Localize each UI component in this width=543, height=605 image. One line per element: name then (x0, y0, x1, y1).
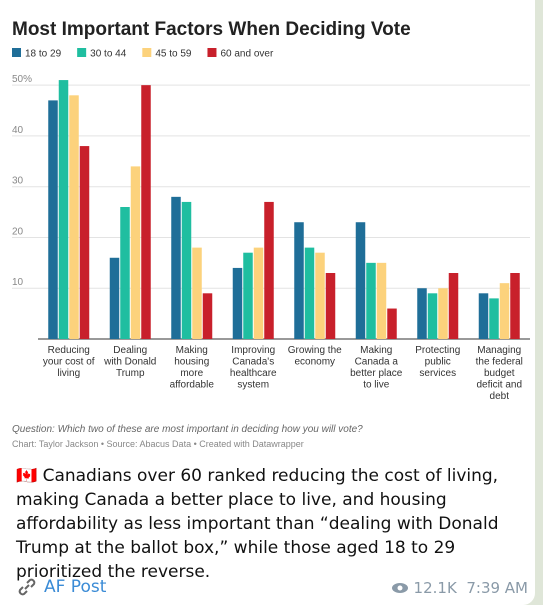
bar (376, 262, 387, 339)
bar (181, 201, 192, 339)
message-text: 🇨🇦 Canadians over 60 ranked reducing the… (16, 466, 499, 582)
post-footer: AF Post 12.1K 7:39 AM (16, 576, 528, 600)
bar (232, 267, 243, 339)
bar (489, 298, 499, 339)
legend-label: 60 and over (220, 49, 273, 60)
time: 7:39 AM (466, 579, 528, 597)
x-tick-label: Making Canada a better place to live (350, 345, 403, 391)
legend-swatch (207, 48, 217, 57)
bar (417, 288, 427, 339)
y-tick-label: 10 (12, 277, 24, 288)
bar (192, 247, 202, 339)
chart-credit: Chart: Taylor Jackson • Source: Abacus D… (12, 439, 304, 449)
link-icon (18, 578, 36, 596)
x-tick-label: Protecting public services (415, 345, 460, 379)
bar (243, 252, 253, 339)
bar (438, 288, 448, 339)
bar (315, 252, 325, 339)
bar (130, 166, 141, 339)
legend-swatch (142, 48, 152, 57)
post-meta: 12.1K 7:39 AM (391, 579, 528, 597)
y-tick-label: 30 (12, 176, 24, 187)
views: 12.1K (413, 579, 457, 597)
bar (510, 273, 520, 339)
bar (171, 196, 181, 339)
bar (48, 100, 58, 339)
x-tick-label: Improving Canada's healthcare system (230, 345, 277, 391)
bar (202, 293, 213, 339)
chart: Most Important Factors When Deciding Vot… (12, 19, 530, 449)
y-tick-label: 40 (12, 125, 24, 136)
bar (499, 283, 510, 339)
legend-label: 45 to 59 (155, 49, 192, 60)
chart-title: Most Important Factors When Deciding Vot… (12, 19, 411, 40)
bar (355, 222, 366, 339)
bar (427, 293, 438, 339)
bar (79, 146, 90, 339)
bar (109, 257, 120, 339)
chart-note: Question: Which two of these are most im… (12, 424, 363, 435)
channel-name[interactable]: AF Post (44, 577, 107, 597)
bar (387, 308, 397, 339)
bar (448, 273, 459, 339)
bar (478, 293, 489, 339)
bar (120, 207, 130, 339)
legend-swatch (77, 48, 87, 57)
legend-label: 30 to 44 (90, 49, 127, 60)
bar (304, 247, 315, 339)
legend-label: 18 to 29 (25, 49, 62, 60)
bar (264, 201, 274, 339)
x-tick-label: Dealing with Donald Trump (103, 345, 156, 379)
bar (366, 262, 376, 339)
x-tick-label: Growing the economy (288, 345, 342, 368)
legend-swatch (12, 48, 21, 57)
views-icon (391, 583, 408, 593)
bar (253, 247, 264, 339)
x-tick-label: Managing the federal budget deficit and debt (476, 345, 523, 402)
bar (325, 273, 336, 339)
bar (69, 95, 79, 339)
x-tick-label: Reducing your cost of living (43, 345, 95, 379)
x-tick-label: Making housing more affordable (170, 345, 215, 391)
y-tick-label: 50% (12, 74, 32, 85)
bar (141, 85, 151, 340)
bar (294, 222, 304, 339)
bar (58, 80, 69, 340)
y-tick-label: 20 (12, 226, 24, 237)
